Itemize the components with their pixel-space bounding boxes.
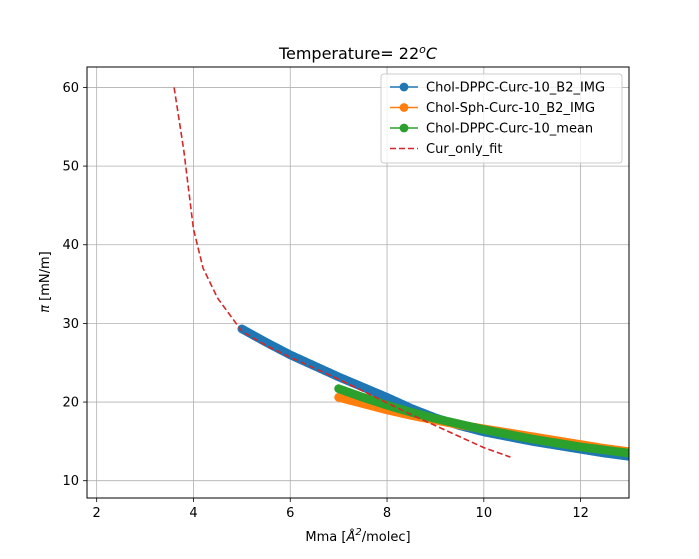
x-tick-label: 4 — [189, 506, 197, 521]
x-tick-label: 8 — [383, 506, 391, 521]
chart-title-unit: C — [426, 44, 438, 63]
x-axis-label-superscript: 2 — [355, 527, 361, 538]
x-tick-label: 12 — [572, 506, 589, 521]
axes-frame — [86, 66, 630, 499]
axis-ticks: 2 4 6 8 10 12 10 20 30 40 50 60 — [62, 81, 588, 521]
series-chol-dppc-curc-10-mean — [334, 384, 629, 458]
chart-title-superscript: o — [419, 43, 426, 56]
legend-marker-1 — [399, 103, 409, 112]
y-tick-label: 50 — [62, 160, 79, 175]
legend-label-1: Chol-Sph-Curc-10_B2_IMG — [426, 101, 595, 116]
x-tick-label: 10 — [476, 506, 493, 521]
x-tick-label: 2 — [93, 506, 101, 521]
series-line-cur-only-fit — [173, 87, 511, 458]
plot-area — [173, 87, 629, 461]
grid — [87, 67, 629, 498]
y-tick-label: 60 — [62, 81, 79, 96]
y-tick-label: 20 — [62, 396, 79, 411]
y-tick-label: 30 — [62, 317, 79, 332]
x-tick-label: 6 — [286, 506, 294, 521]
data-point-chol-dppc-curc-10-mean — [624, 448, 629, 458]
legend-label-3: Cur_only_fit — [426, 142, 502, 157]
legend-box — [380, 73, 623, 164]
legend-label-0: Chol-DPPC-Curc-10_B2_IMG — [426, 81, 605, 96]
legend-label-2: Chol-DPPC-Curc-10_mean — [426, 122, 593, 137]
legend-marker-0 — [399, 82, 409, 92]
x-axis-label: Mma [Å2/molec] — [305, 527, 410, 545]
legend-marker-2 — [399, 123, 409, 133]
y-tick-label: 10 — [62, 474, 79, 489]
legend: Chol-DPPC-Curc-10_B2_IMG Chol-Sph-Curc-10… — [380, 73, 623, 164]
y-tick-label: 40 — [62, 238, 79, 253]
chart-title: Temperature= 22oC — [278, 43, 438, 63]
y-axis-label: π [mN/m] — [38, 251, 53, 313]
